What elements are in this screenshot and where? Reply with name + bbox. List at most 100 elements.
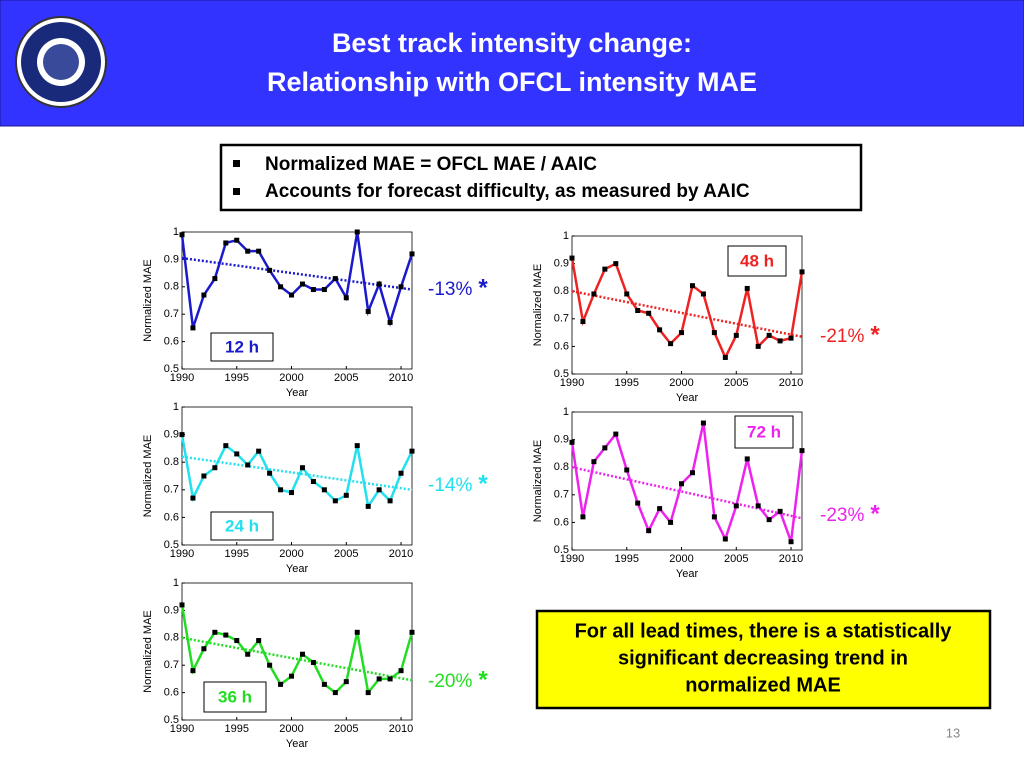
lead-time-box [727, 245, 787, 277]
y-tick-label: 0.9 [554, 258, 569, 270]
data-point [321, 681, 327, 687]
data-point [321, 287, 327, 293]
trend-change: -14% [428, 475, 472, 496]
data-point [321, 487, 327, 493]
data-point [267, 267, 273, 273]
x-tick-label: 1995 [225, 372, 249, 384]
trend-line [181, 256, 413, 291]
bullet: Accounts for forecast difficulty, as mea… [265, 181, 750, 202]
page-number: 13 [946, 725, 960, 740]
conclusion: significant decreasing trend in [618, 647, 908, 669]
x-axis-label: Year [286, 387, 309, 399]
significance-mark: * [870, 500, 880, 527]
plot-frame [181, 231, 413, 370]
data-point [354, 443, 360, 449]
data-point [376, 487, 382, 493]
data-point [624, 291, 630, 297]
y-tick-label: 1 [563, 230, 569, 242]
data-point [376, 281, 382, 287]
data-point [679, 481, 685, 487]
plot-frame [571, 411, 803, 551]
y-tick-label: 0.6 [554, 340, 569, 352]
data-point [398, 470, 404, 476]
significance-mark: * [478, 274, 488, 301]
data-point [267, 662, 273, 668]
y-tick-label: 0.8 [554, 461, 569, 473]
trend-change: -13% [428, 279, 472, 300]
bullet-box [219, 143, 863, 212]
significance-mark: * [478, 666, 488, 693]
y-tick-label: 0.6 [164, 687, 179, 699]
x-tick-label: 2005 [334, 723, 358, 735]
data-point [212, 465, 218, 471]
y-axis-label: Normalized MAE [142, 610, 154, 693]
trend-change: -23% [820, 505, 864, 526]
data-point [310, 659, 316, 665]
x-tick-label: 2000 [669, 553, 693, 565]
data-point [679, 330, 685, 336]
data-point [212, 629, 218, 635]
data-point [289, 673, 295, 679]
data-point [777, 508, 783, 514]
data-point [289, 292, 295, 298]
data-point [646, 528, 652, 534]
data-point [179, 602, 185, 608]
x-tick-label: 1990 [170, 723, 194, 735]
y-axis-label: Normalized MAE [532, 264, 544, 347]
data-point [700, 420, 706, 426]
x-tick-label: 1995 [225, 723, 249, 735]
data-point [387, 498, 393, 504]
y-tick-label: 0.5 [164, 363, 179, 375]
data-point [201, 292, 207, 298]
x-tick-label: 1990 [170, 548, 194, 560]
data-point [711, 330, 717, 336]
data-point [398, 284, 404, 290]
y-tick-label: 0.7 [554, 489, 569, 501]
y-tick-label: 0.8 [164, 281, 179, 293]
data-point [332, 690, 338, 696]
data-point [365, 308, 371, 314]
data-point [668, 341, 674, 347]
data-point [332, 498, 338, 504]
y-tick-label: 1 [563, 406, 569, 418]
y-tick-label: 0.9 [554, 434, 569, 446]
x-tick-label: 1990 [170, 372, 194, 384]
y-tick-label: 0.8 [164, 456, 179, 468]
data-point [179, 232, 185, 238]
data-point [365, 690, 371, 696]
lead-time-label: 12 h [225, 337, 259, 356]
data-point [190, 325, 196, 331]
data-point [234, 451, 240, 457]
trend-line [571, 465, 803, 520]
x-tick-label: 1990 [560, 553, 584, 565]
data-point [744, 456, 750, 462]
x-tick-label: 2010 [779, 377, 803, 389]
data-point [777, 338, 783, 344]
y-tick-label: 0.6 [164, 336, 179, 348]
data-point [278, 284, 284, 290]
x-tick-label: 1995 [225, 548, 249, 560]
data-point [212, 276, 218, 282]
data-point [799, 269, 805, 275]
data-point [245, 651, 251, 657]
data-point [234, 638, 240, 644]
data-point [387, 319, 393, 325]
data-point [343, 295, 349, 301]
data-point [387, 676, 393, 682]
data-point [398, 668, 404, 674]
x-axis-label: Year [286, 738, 309, 750]
x-tick-label: 2000 [669, 377, 693, 389]
y-tick-label: 0.6 [554, 516, 569, 528]
x-tick-label: 2010 [389, 372, 413, 384]
y-tick-label: 0.5 [164, 539, 179, 551]
plot-frame [181, 582, 413, 721]
data-point [635, 500, 641, 506]
data-point [299, 281, 305, 287]
data-line [570, 257, 804, 361]
data-point [256, 448, 262, 454]
data-point [343, 679, 349, 685]
y-tick-label: 0.5 [554, 368, 569, 380]
lead-time-box [210, 511, 274, 541]
